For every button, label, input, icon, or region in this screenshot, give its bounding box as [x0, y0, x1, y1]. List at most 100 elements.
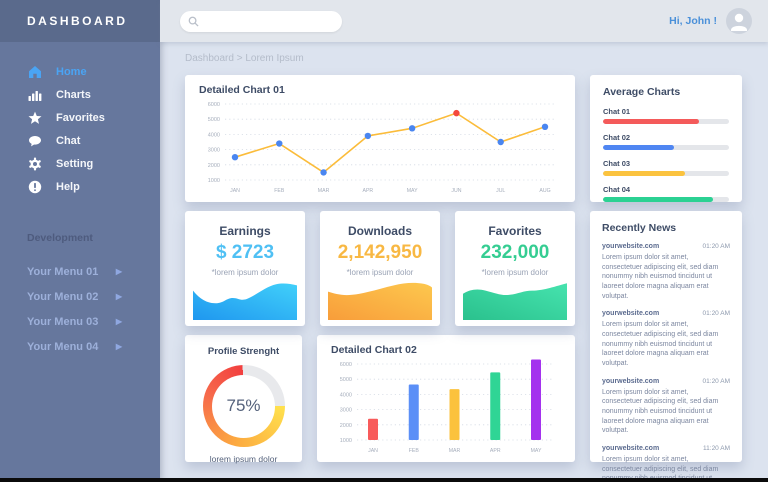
- progress-fill: [603, 171, 685, 176]
- left-column: Earnings $ 2723 *lorem ipsum dolor: [185, 211, 575, 464]
- favorites-value: 232,000: [480, 242, 550, 263]
- sidebar-item-setting[interactable]: Setting: [0, 152, 160, 175]
- news-time: 01:20 AM: [702, 243, 730, 250]
- svg-text:MAY: MAY: [531, 448, 542, 454]
- svg-text:2000: 2000: [208, 163, 220, 169]
- app-title: DASHBOARD: [0, 0, 160, 42]
- bar-chart: 1000 2000 3000 4000 5000 6000 JAN FEB MAR APR MAY: [340, 359, 552, 454]
- svg-text:6000: 6000: [340, 362, 352, 368]
- downloads-card: Downloads 2,142,950 *lorem ipsum dolor: [320, 211, 440, 326]
- news-body: Lorem ipsum dolor sit amet, consectetuer…: [602, 321, 719, 367]
- sidebar-item-your-menu-02[interactable]: Your Menu 02 ▶: [27, 284, 160, 309]
- chevron-right-icon: ▶: [115, 342, 122, 351]
- progress-fill: [603, 119, 699, 124]
- breadcrumb: Dashboard > Lorem Ipsum: [185, 53, 304, 64]
- detailed-chart-01-card: Detailed Chart 01 1000 2000 3000 4000 5000 60…: [185, 75, 575, 202]
- search-icon: [188, 16, 199, 27]
- svg-text:FEB: FEB: [274, 188, 285, 194]
- downloads-value: 2,142,950: [337, 242, 423, 263]
- svg-text:JUN: JUN: [451, 188, 461, 194]
- svg-text:JUL: JUL: [496, 188, 505, 194]
- dev-item-label: Your Menu 03: [27, 315, 99, 328]
- progress-track: [603, 197, 729, 202]
- sidebar-item-home[interactable]: Home: [0, 60, 160, 83]
- news-site: yourwebsite.com: [602, 377, 660, 385]
- svg-text:5000: 5000: [208, 117, 220, 123]
- sidebar-nav: Home Charts Favorites Chat: [0, 42, 160, 198]
- svg-text:1000: 1000: [208, 178, 220, 184]
- chevron-right-icon: ▶: [115, 267, 122, 276]
- earnings-caption: *lorem ipsum dolor: [211, 268, 279, 277]
- svg-text:4000: 4000: [208, 132, 220, 138]
- news-item[interactable]: yourwebsite.com 01:20 AM Lorem ipsum dol…: [602, 310, 730, 368]
- sidebar-item-favorites[interactable]: Favorites: [0, 106, 160, 129]
- svg-text:3000: 3000: [208, 148, 220, 154]
- sidebar-item-label: Favorites: [56, 111, 105, 124]
- profile-percent: 75%: [226, 396, 261, 415]
- sidebar-item-label: Home: [56, 65, 87, 78]
- average-charts-card: Average Charts Chat 01 Chat 02 Chat 03: [590, 75, 742, 202]
- chart-02-title: Detailed Chart 02: [331, 344, 417, 356]
- sidebar-item-chat[interactable]: Chat: [0, 129, 160, 152]
- profile-strength-donut: 75%: [202, 365, 285, 447]
- profile-strength-card: Profile Strenght 75% lorem ipsum dolor: [185, 335, 302, 464]
- avatar[interactable]: [726, 8, 752, 34]
- sidebar-item-label: Help: [56, 180, 80, 193]
- main-area: Hi, John ! Dashboard > Lorem Ipsum Detai…: [160, 0, 768, 482]
- sidebar-item-label: Chat: [56, 134, 81, 147]
- favorites-card: Favorites 232,000 *lorem ipsum dolor: [455, 211, 575, 326]
- news-time: 11:20 AM: [703, 444, 730, 452]
- progress-fill: [603, 145, 674, 150]
- favorites-wave-chart: [463, 278, 567, 320]
- news-item[interactable]: yourwebsite.com 11:20 AM Lorem ipsum dol…: [602, 445, 730, 482]
- svg-text:FEB: FEB: [409, 448, 420, 454]
- search-input[interactable]: [205, 15, 334, 27]
- chat-icon: [27, 134, 43, 148]
- progress-label: Chat 03: [603, 159, 631, 168]
- news-time: 01:20 AM: [702, 310, 730, 318]
- svg-text:2000: 2000: [340, 423, 352, 429]
- progress-label: Chat 04: [603, 185, 631, 194]
- sidebar-item-your-menu-04[interactable]: Your Menu 04 ▶: [27, 334, 160, 359]
- progress-track: [603, 171, 729, 176]
- progress-fill: [603, 197, 713, 202]
- row-charts-top: Detailed Chart 01 1000 2000 3000 4000 5000 60…: [185, 75, 742, 202]
- downloads-wave-chart: [328, 278, 432, 320]
- earnings-card: Earnings $ 2723 *lorem ipsum dolor: [185, 211, 305, 326]
- progress-label: Chat 02: [603, 133, 631, 142]
- news-body: Lorem ipsum dolor sit amet, consectetuer…: [602, 388, 719, 435]
- svg-text:JAN: JAN: [230, 188, 240, 194]
- svg-text:JAN: JAN: [368, 448, 378, 454]
- chart-01-title: Detailed Chart 01: [199, 84, 285, 96]
- window-bottom-edge: [0, 478, 768, 482]
- chevron-right-icon: ▶: [115, 292, 122, 301]
- sidebar-item-your-menu-03[interactable]: Your Menu 03 ▶: [27, 309, 160, 334]
- topbar: Hi, John !: [160, 0, 768, 42]
- detailed-chart-02-card: Detailed Chart 02 1000 2000 3000 4000 5000 60…: [317, 335, 575, 462]
- news-site: yourwebsite.com: [602, 243, 660, 250]
- user-area: Hi, John !: [669, 8, 752, 34]
- news-item[interactable]: yourwebsite.com 01:20 AM Lorem ipsum dol…: [602, 243, 730, 301]
- news-item[interactable]: yourwebsite.com 01:20 AM Lorem ipsum dol…: [602, 378, 730, 436]
- sidebar-item-your-menu-01[interactable]: Your Menu 01 ▶: [27, 259, 160, 284]
- search-bar[interactable]: [180, 10, 342, 32]
- content: Dashboard > Lorem Ipsum Detailed Chart 0…: [160, 42, 768, 482]
- news-site: yourwebsite.com: [602, 310, 660, 318]
- profile-title: Profile Strenght: [207, 346, 280, 357]
- charts-icon: [27, 88, 43, 102]
- sidebar-item-label: Charts: [56, 88, 91, 101]
- progress-group-chat-03: Chat 03: [603, 159, 729, 176]
- sidebar-item-help[interactable]: Help: [0, 175, 160, 198]
- downloads-caption: *lorem ipsum dolor: [346, 268, 414, 277]
- line-chart: 1000 2000 3000 4000 5000 6000 JAN FEB MAR APR MAY J…: [208, 102, 555, 194]
- news-time: 01:20 AM: [702, 377, 730, 385]
- sidebar-item-charts[interactable]: Charts: [0, 83, 160, 106]
- sidebar-item-label: Setting: [56, 157, 94, 170]
- user-greeting: Hi, John !: [669, 15, 717, 27]
- help-icon: [27, 180, 43, 194]
- favorites-caption: *lorem ipsum dolor: [481, 268, 549, 277]
- recently-news-card: Recently News yourwebsite.com 01:20 AM L…: [590, 211, 742, 482]
- svg-text:APR: APR: [363, 188, 374, 194]
- progress-track: [603, 119, 729, 124]
